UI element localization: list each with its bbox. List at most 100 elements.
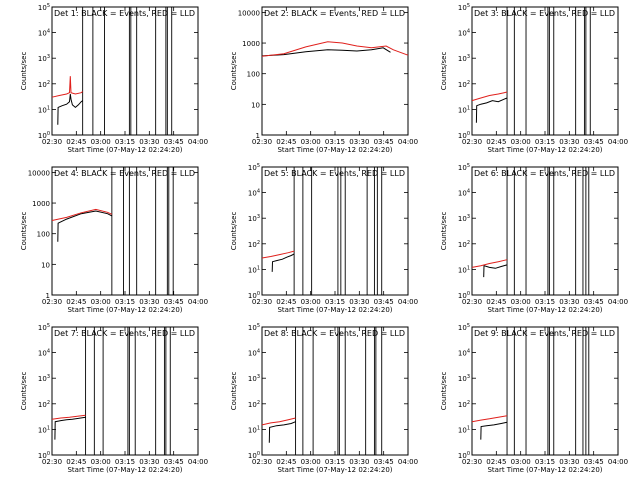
- panel-title: Det 8: BLACK = Events, RED = LLD: [264, 329, 405, 338]
- series-line-events: [268, 421, 296, 443]
- x-axis-label: Start Time (07-May-12 02:24:20): [487, 466, 602, 474]
- x-tick-label: 02:45: [66, 458, 86, 466]
- x-tick-label: 03:45: [584, 298, 604, 306]
- y-tick-label: 103: [38, 54, 50, 63]
- x-tick-label: 03:45: [164, 458, 184, 466]
- x-tick-label: 03:30: [349, 298, 369, 306]
- y-axis-label: Counts/sec: [230, 52, 238, 91]
- y-tick-label: 104: [458, 189, 470, 198]
- panel-title: Det 7: BLACK = Events, RED = LLD: [54, 329, 195, 338]
- y-tick-label: 105: [248, 163, 260, 172]
- panel-det-3: Det 3: BLACK = Events, RED = LLD 02:30 02:…: [440, 3, 628, 154]
- series-line-events: [271, 253, 295, 272]
- y-tick-label: 100: [248, 451, 260, 460]
- y-tick-label: 102: [458, 400, 470, 409]
- panel-det-9: Det 9: BLACK = Events, RED = LLD 02:30 02:…: [440, 323, 628, 474]
- y-tick-label: 103: [248, 214, 260, 223]
- x-tick-label: 03:15: [535, 458, 555, 466]
- y-tick-label: 103: [458, 54, 470, 63]
- x-tick-label: 03:15: [535, 298, 555, 306]
- y-tick-label: 100: [248, 291, 260, 300]
- x-tick-label: 03:15: [325, 138, 345, 146]
- x-axis-label: Start Time (07-May-12 02:24:20): [487, 146, 602, 154]
- series-line-lld: [471, 259, 508, 268]
- panel-det-2: Det 2: BLACK = Events, RED = LLD 02:30 02:…: [230, 6, 418, 154]
- x-axis-label: Start Time (07-May-12 02:24:20): [67, 306, 182, 314]
- y-axis-label: Counts/sec: [230, 372, 238, 411]
- y-tick-label: 10000: [28, 169, 50, 177]
- y-tick-label: 101: [38, 425, 50, 434]
- y-axis-label: Counts/sec: [440, 212, 448, 251]
- y-tick-label: 105: [38, 3, 50, 12]
- y-tick-label: 104: [248, 189, 260, 198]
- x-tick-label: 03:30: [139, 298, 159, 306]
- x-axis-label: Start Time (07-May-12 02:24:20): [277, 466, 392, 474]
- x-tick-label: 03:15: [115, 298, 135, 306]
- series-line-events: [57, 93, 83, 125]
- y-tick-label: 103: [458, 214, 470, 223]
- x-tick-label: 03:45: [164, 138, 184, 146]
- x-tick-label: 03:00: [301, 458, 321, 466]
- series-line-lld: [51, 76, 84, 98]
- plot-frame: [471, 166, 619, 296]
- y-tick-label: 1: [46, 292, 50, 300]
- y-axis-label: Counts/sec: [440, 372, 448, 411]
- panel-det-6: Det 6: BLACK = Events, RED = LLD 02:30 02:…: [440, 163, 628, 314]
- x-tick-label: 03:30: [559, 138, 579, 146]
- y-tick-label: 101: [458, 265, 470, 274]
- y-tick-label: 100: [38, 451, 50, 460]
- panel-det-1: Det 1: BLACK = Events, RED = LLD 02:30 02:…: [20, 3, 208, 154]
- x-tick-label: 02:30: [42, 458, 62, 466]
- series-line-lld: [471, 91, 508, 102]
- x-tick-label: 03:00: [511, 138, 531, 146]
- x-tick-label: 04:00: [398, 458, 418, 466]
- y-tick-label: 104: [458, 29, 470, 38]
- y-tick-label: 101: [458, 425, 470, 434]
- x-tick-label: 03:30: [349, 138, 369, 146]
- series-line-events: [483, 264, 508, 278]
- series-line-lld: [51, 208, 113, 221]
- x-tick-label: 03:30: [349, 458, 369, 466]
- x-tick-label: 04:00: [608, 298, 628, 306]
- y-tick-label: 102: [458, 240, 470, 249]
- y-tick-label: 1000: [242, 40, 260, 48]
- y-tick-label: 100: [458, 131, 470, 140]
- plot-frame: [471, 6, 619, 136]
- x-tick-label: 04:00: [188, 138, 208, 146]
- panel-title: Det 6: BLACK = Events, RED = LLD: [474, 169, 615, 178]
- y-axis-label: Counts/sec: [20, 372, 28, 411]
- x-tick-label: 02:30: [252, 458, 272, 466]
- x-tick-label: 03:45: [584, 458, 604, 466]
- y-tick-label: 104: [38, 349, 50, 358]
- y-tick-label: 100: [247, 71, 260, 79]
- y-tick-label: 105: [248, 323, 260, 332]
- x-tick-label: 03:45: [164, 298, 184, 306]
- plot-frame: [261, 326, 409, 456]
- x-tick-label: 02:45: [66, 298, 86, 306]
- x-tick-label: 03:45: [374, 298, 394, 306]
- x-tick-label: 02:30: [42, 298, 62, 306]
- x-tick-label: 02:45: [276, 298, 296, 306]
- y-tick-label: 103: [458, 374, 470, 383]
- plot-frame: [471, 326, 619, 456]
- series-line-lld: [471, 415, 508, 423]
- y-tick-label: 103: [248, 374, 260, 383]
- x-tick-label: 03:00: [301, 138, 321, 146]
- panel-det-4: Det 4: BLACK = Events, RED = LLD 02:30 02:…: [20, 166, 208, 314]
- x-tick-label: 02:30: [462, 138, 482, 146]
- x-tick-label: 04:00: [608, 458, 628, 466]
- series-line-events: [54, 416, 86, 440]
- y-tick-label: 1000: [32, 200, 50, 208]
- x-tick-label: 03:15: [325, 298, 345, 306]
- y-tick-label: 105: [458, 163, 470, 172]
- x-tick-label: 02:30: [462, 298, 482, 306]
- series-line-events: [261, 47, 391, 57]
- x-tick-label: 04:00: [608, 138, 628, 146]
- y-tick-label: 105: [458, 3, 470, 12]
- x-tick-label: 02:30: [252, 138, 272, 146]
- x-tick-label: 03:15: [325, 458, 345, 466]
- x-tick-label: 03:15: [115, 138, 135, 146]
- y-tick-label: 101: [38, 105, 50, 114]
- series-line-events: [480, 421, 508, 440]
